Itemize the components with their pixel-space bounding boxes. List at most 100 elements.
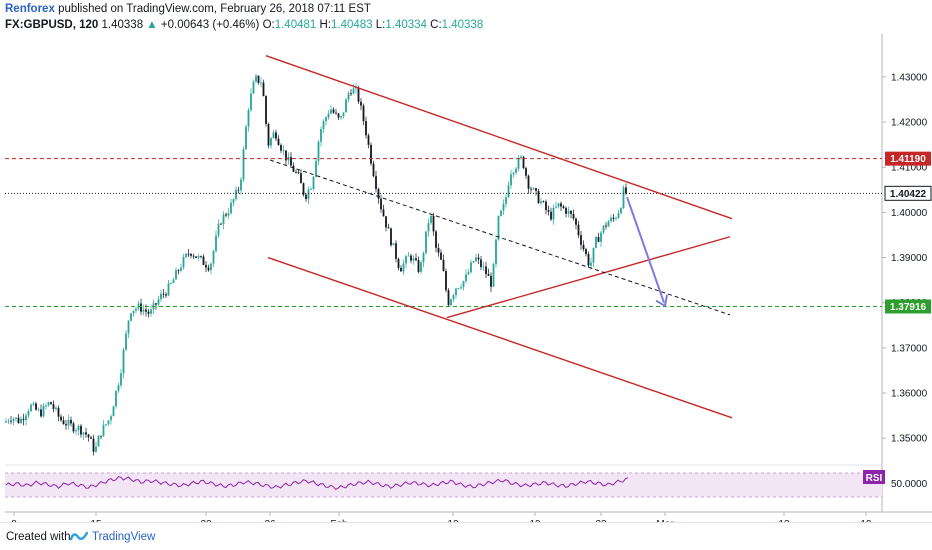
projection-arrowhead-icon: [655, 294, 668, 308]
candle-body: [302, 183, 305, 195]
y-tick-label: 1.43000: [891, 72, 928, 83]
candle-body: [267, 123, 270, 146]
candle-body: [352, 88, 355, 94]
price-axis[interactable]: 1.430001.420001.410001.400001.390001.380…: [882, 72, 928, 445]
candle-body: [87, 434, 90, 438]
candle-body: [167, 283, 170, 296]
candle-body: [100, 435, 102, 437]
rsi-line: [5, 476, 629, 491]
candle-body: [5, 421, 7, 423]
rsi-badge: [863, 470, 885, 484]
candle-body: [365, 121, 367, 136]
candle-body: [330, 109, 332, 114]
lower-channel-line: [267, 256, 733, 419]
candle-body: [472, 261, 475, 263]
price-change: +0.00643 (+0.46%): [160, 19, 260, 31]
chart-header: Renforex published on TradingView.com, F…: [0, 0, 932, 34]
rsi-badge-label: RSI: [866, 473, 883, 484]
candle-body: [132, 310, 135, 314]
y-tick-label: 1.40000: [891, 208, 928, 219]
candle-body: [275, 132, 277, 139]
candle-body: [492, 264, 495, 287]
candle-body: [612, 217, 615, 219]
candle-body: [320, 129, 322, 142]
high-label: H:: [319, 19, 331, 31]
price-badges: 1.41190 1.37916 1.40422: [884, 151, 932, 314]
candle-body: [122, 349, 125, 374]
candle-body: [422, 253, 425, 263]
candle-body: [125, 333, 127, 350]
candle-body: [557, 203, 560, 207]
candle-body: [205, 264, 207, 268]
published-text: published on TradingView.com, February 2…: [58, 3, 371, 15]
candle-body: [512, 172, 515, 175]
candle-body: [542, 201, 545, 203]
candle-body: [595, 237, 597, 248]
candle-body: [160, 293, 162, 300]
candle-body: [182, 256, 185, 268]
candle-body: [242, 149, 245, 180]
symbol-interval[interactable]: FX:GBPUSD, 120: [5, 19, 99, 31]
close-value: 1.40338: [441, 19, 484, 31]
candle-body: [222, 214, 225, 225]
candle-body: [180, 267, 182, 271]
candle-body: [10, 420, 12, 422]
close-label: C:: [430, 19, 442, 31]
change-arrow-icon: ▲: [146, 19, 158, 31]
candle-body: [190, 253, 192, 256]
candle-body: [455, 288, 457, 296]
candle-body: [220, 223, 222, 225]
candle-body: [185, 253, 187, 257]
candle-body: [477, 257, 480, 260]
resistance-badge-label: 1.41190: [890, 154, 926, 165]
candle-body: [370, 144, 372, 164]
candle-body: [372, 163, 375, 177]
candle-body: [367, 135, 370, 145]
candle-body: [17, 417, 20, 423]
support-badge-label: 1.37916: [890, 302, 927, 313]
projection-arrow: [626, 196, 665, 304]
candle-body: [82, 432, 85, 435]
candle-body: [485, 266, 487, 275]
candle-body: [420, 262, 422, 272]
candle-body: [597, 237, 600, 242]
candle-body: [265, 96, 267, 124]
author-name[interactable]: Renforex: [5, 3, 55, 15]
candle-body: [110, 416, 112, 421]
candle-body: [197, 256, 200, 258]
candle-body: [430, 215, 432, 224]
candle-body: [272, 132, 275, 139]
candle-body: [345, 99, 347, 113]
candle-body: [375, 176, 377, 190]
y-tick-label: 1.35000: [891, 434, 928, 445]
candle-body: [530, 188, 532, 190]
candle-body: [500, 210, 502, 216]
candle-body: [402, 263, 405, 272]
candle-body: [482, 266, 485, 268]
candle-body: [400, 267, 402, 272]
tradingview-logo-icon[interactable]: [70, 529, 88, 543]
candle-body: [397, 258, 400, 268]
candle-body: [325, 117, 327, 122]
candle-body: [552, 207, 555, 220]
candle-body: [12, 418, 15, 422]
created-with-text: Created with: [6, 531, 71, 543]
candle-body: [155, 303, 157, 305]
candle-body: [175, 270, 177, 280]
candle-body: [502, 203, 505, 211]
candle-body: [67, 419, 70, 426]
tradingview-brand[interactable]: TradingView: [92, 531, 156, 543]
y-tick-label: 1.39000: [891, 253, 928, 264]
candle-body: [150, 309, 152, 314]
candle-body: [42, 405, 45, 417]
candle-body: [592, 247, 595, 263]
candle-body: [312, 176, 315, 190]
candle-body: [425, 231, 427, 254]
candle-body: [172, 279, 175, 284]
candle-body: [505, 197, 507, 204]
candle-body: [77, 425, 80, 431]
candle-body: [145, 309, 147, 312]
candle-body: [250, 93, 252, 110]
candle-body: [462, 281, 465, 288]
